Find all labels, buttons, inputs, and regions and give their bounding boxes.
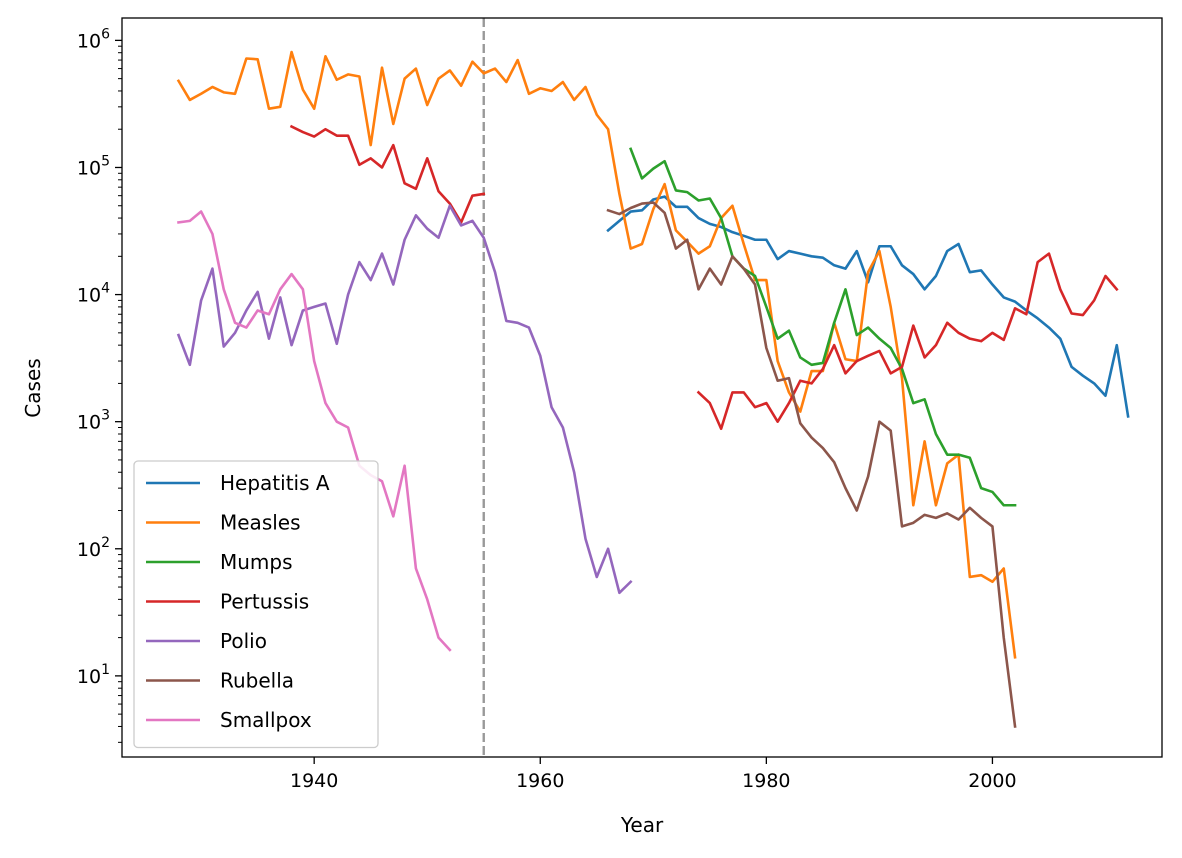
- plot-frame: [121, 17, 1163, 758]
- y-tick-label: 102: [77, 535, 110, 561]
- x-tick-label: 1980: [742, 770, 790, 792]
- series-line: [177, 210, 452, 652]
- legend-label: Polio: [220, 629, 267, 653]
- legend: Hepatitis A Measles Mumps Pertussis Polio Rub…: [133, 460, 379, 749]
- series-line: [176, 50, 1017, 659]
- y-tick-label: 106: [77, 26, 110, 52]
- y-tick-label: 101: [77, 662, 110, 688]
- series-rubella: [606, 201, 1017, 728]
- legend-label: Mumps: [220, 550, 293, 574]
- series-mumps: [629, 147, 1017, 507]
- y-axis: 101 102 103 104 105 106: [77, 26, 122, 743]
- series-smallpox: [177, 210, 452, 652]
- series-layer: [176, 50, 1130, 728]
- series-line: [696, 252, 1119, 431]
- legend-label: Measles: [220, 511, 301, 535]
- series-line: [606, 201, 1017, 728]
- y-axis-title: Cases: [21, 358, 45, 417]
- x-axis: 1940 1960 1980 2000: [290, 757, 1017, 792]
- y-tick-label: 105: [77, 153, 110, 179]
- x-tick-label: 1960: [516, 770, 564, 792]
- series-polio: [176, 204, 633, 595]
- series-line: [176, 204, 633, 595]
- legend-label: Pertussis: [220, 590, 309, 614]
- x-tick-label: 1940: [290, 770, 338, 792]
- series-line: [629, 147, 1017, 507]
- y-tick-label: 103: [77, 408, 110, 434]
- x-axis-title: Year: [620, 813, 664, 837]
- legend-label: Smallpox: [220, 708, 312, 732]
- series-measles: [176, 50, 1017, 659]
- legend-label: Rubella: [220, 669, 294, 693]
- legend-label: Hepatitis A: [220, 471, 330, 495]
- y-tick-label: 104: [77, 281, 110, 307]
- legend-box: [133, 460, 379, 749]
- x-tick-label: 2000: [968, 770, 1016, 792]
